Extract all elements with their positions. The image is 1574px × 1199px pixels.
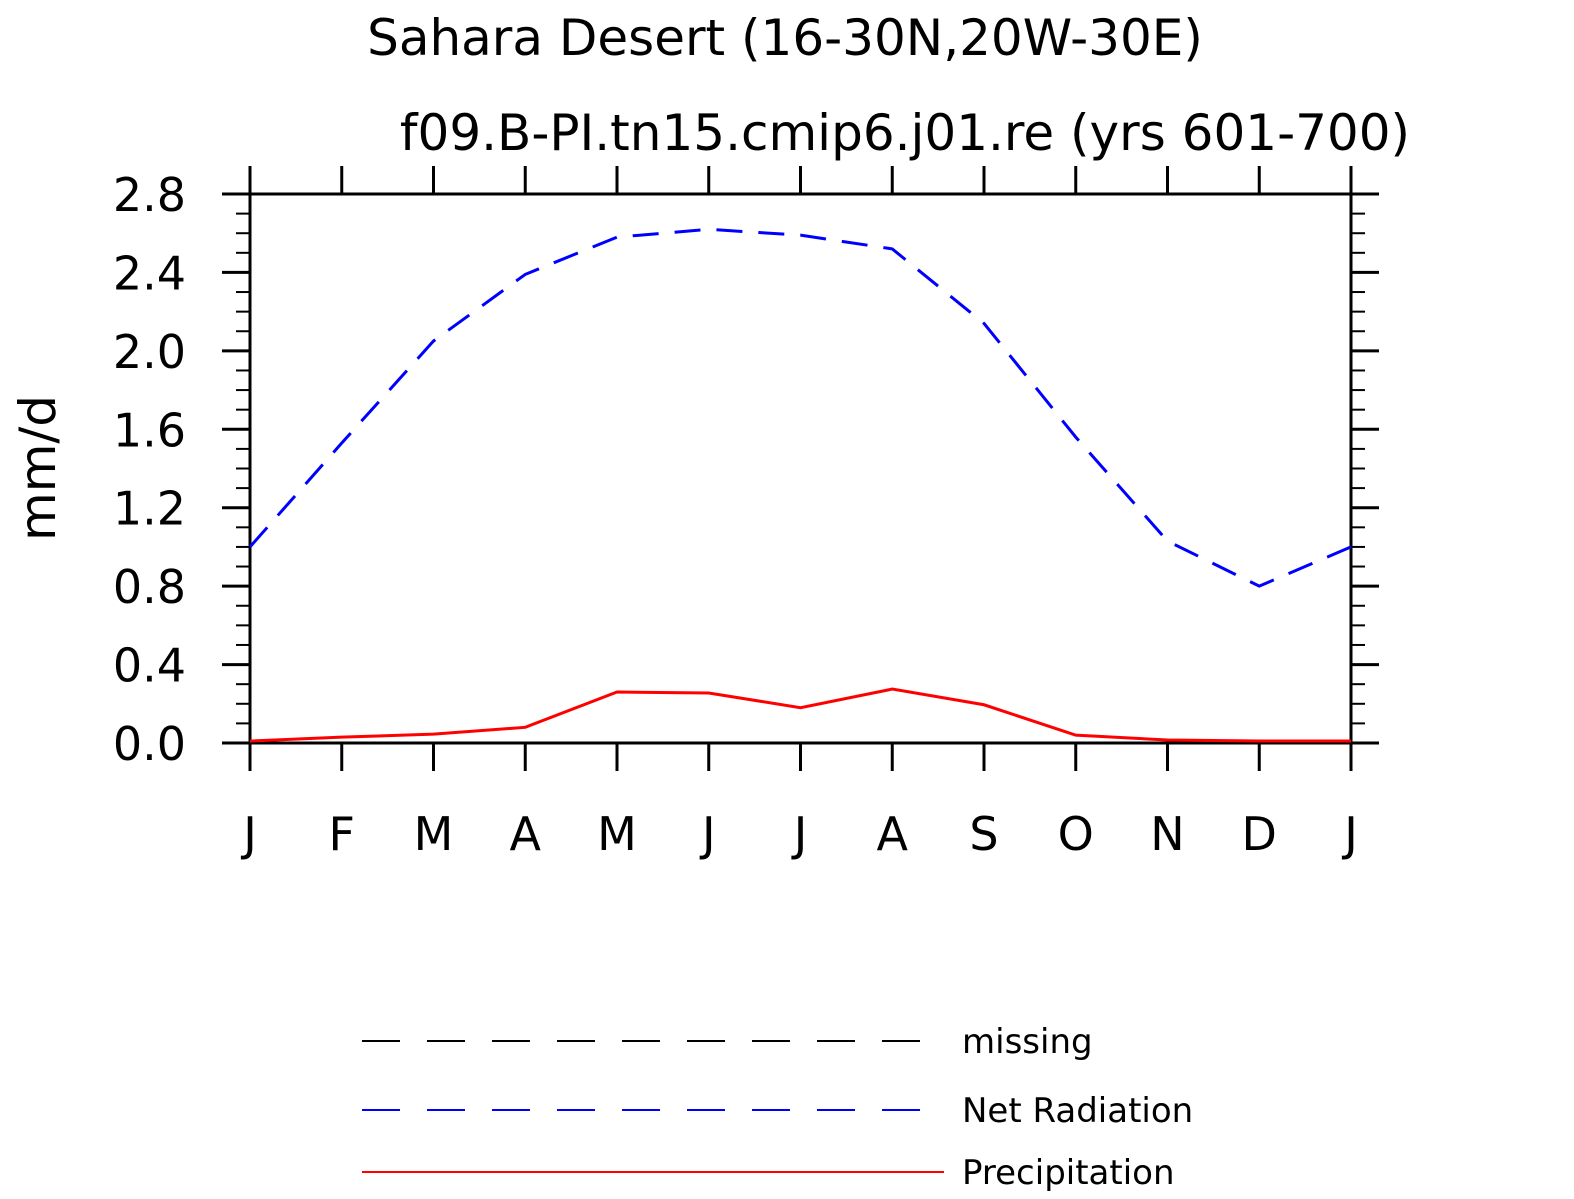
- x-tick-label: J: [240, 807, 257, 861]
- y-tick-label: 2.8: [113, 168, 186, 222]
- x-tick-label: N: [1150, 807, 1184, 861]
- y-tick-label: 2.0: [113, 325, 186, 379]
- legend-label: Net Radiation: [962, 1091, 1193, 1131]
- x-tick-label: A: [877, 807, 909, 861]
- series-line-net-radiation: [248, 227, 1352, 588]
- series-lines: [248, 227, 1352, 743]
- series-line-precipitation: [249, 687, 1351, 743]
- legend-label: Precipitation: [962, 1153, 1175, 1193]
- x-tick-label: S: [969, 807, 998, 861]
- y-tick-label: 0.4: [113, 639, 186, 693]
- y-axis-label: mm/d: [9, 395, 67, 541]
- x-tick-label: M: [597, 807, 637, 861]
- chart-title: Sahara Desert (16-30N,20W-30E): [367, 9, 1203, 67]
- x-tick-label: O: [1058, 807, 1094, 861]
- x-tick-label: A: [510, 807, 542, 861]
- x-tick-label: J: [699, 807, 716, 861]
- x-tick-label: M: [414, 807, 454, 861]
- x-tick-label: F: [329, 807, 355, 861]
- chart-subtitle: f09.B-PI.tn15.cmip6.j01.re (yrs 601-700): [400, 104, 1410, 162]
- y-tick-label: 0.0: [113, 717, 186, 771]
- legend: missing Net Radiation Precipitation: [362, 1022, 1193, 1193]
- plot-frame: [248, 192, 1353, 745]
- x-tick-label: J: [791, 807, 808, 861]
- y-tick-label: 1.6: [113, 403, 186, 457]
- y-tick-label: 1.2: [113, 482, 186, 536]
- y-tick-label: 0.8: [113, 560, 186, 614]
- x-tick-label: D: [1242, 807, 1277, 861]
- legend-label: missing: [962, 1022, 1093, 1062]
- axes: J F M A M J J A S O N D J 0.0 0.4 0.8 1.2 1.6 2.0 2.4 2.8: [113, 166, 1379, 861]
- x-tick-label: J: [1341, 807, 1358, 861]
- y-tick-label: 2.4: [113, 246, 186, 300]
